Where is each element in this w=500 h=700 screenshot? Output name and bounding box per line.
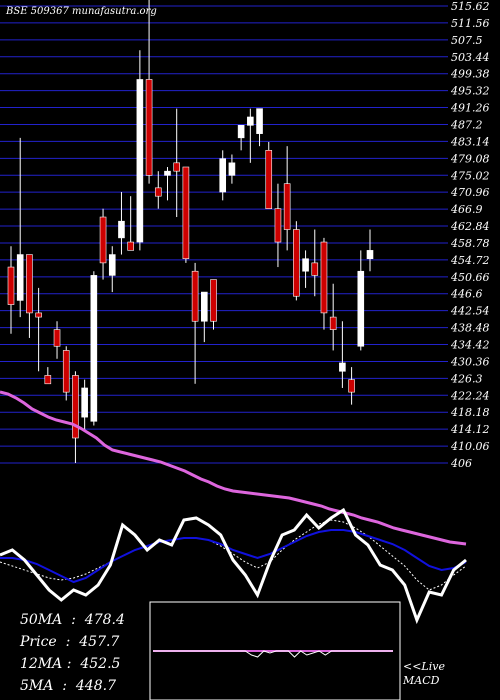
- price-tick-label: 487.2: [450, 118, 483, 131]
- candle-body: [247, 116, 254, 126]
- stat-50ma: 50MA : 478.4: [20, 612, 125, 628]
- price-tick-label: 503.44: [451, 51, 490, 64]
- stat-label: 12MA: [20, 656, 63, 672]
- price-tick-label: 450.66: [450, 271, 490, 284]
- candle-body: [62, 350, 70, 393]
- long-ma-line: [0, 390, 467, 546]
- candle-body: [191, 270, 199, 322]
- price-tick-label: 430.36: [450, 355, 490, 368]
- stat-5ma: 5MA : 448.7: [20, 678, 116, 694]
- price-tick-label: 458.78: [450, 237, 490, 250]
- candle-body: [26, 254, 33, 314]
- candle-body: [219, 158, 227, 193]
- price-tick-label: 418.18: [450, 406, 490, 419]
- candle-body: [237, 125, 245, 139]
- candle-body: [348, 379, 355, 393]
- price-oscillator-line: [0, 507, 467, 625]
- price-tick-label: 483.14: [450, 135, 490, 148]
- candle-body: [339, 362, 346, 372]
- price-tick-label: 414.12: [450, 423, 490, 436]
- macd-label: MACD: [403, 674, 440, 687]
- price-grid: [0, 5, 448, 464]
- stat-12ma: 12MA : 452.5: [20, 656, 121, 672]
- candle-body: [81, 387, 88, 418]
- live-macd-link[interactable]: <<Live: [403, 660, 445, 673]
- candle-body: [283, 183, 291, 230]
- candle-body: [357, 270, 365, 347]
- price-tick-label: 470.96: [450, 186, 490, 199]
- price-tick-label: 446.6: [450, 288, 483, 301]
- candle-body: [35, 312, 42, 318]
- price-tick-label: 511.56: [451, 17, 490, 30]
- candle-body: [72, 375, 79, 439]
- price-tick-label: 422.24: [450, 389, 490, 402]
- candle-body: [265, 150, 273, 209]
- candle-body: [311, 262, 319, 276]
- price-tick-label: 434.42: [450, 339, 490, 352]
- price-tick-label: 406: [450, 457, 472, 470]
- candle-body: [182, 166, 190, 260]
- price-tick-label: 515.62: [451, 0, 490, 13]
- stat-value: 452.5: [80, 656, 121, 672]
- candle-body: [173, 162, 180, 172]
- price-tick-label: 475.02: [450, 169, 490, 182]
- price-tick-label: 454.72: [450, 254, 490, 267]
- candle-body: [145, 79, 153, 176]
- stat-price: Price : 457.7: [20, 634, 120, 650]
- stat-label: 50MA: [20, 612, 63, 628]
- candle-body: [90, 275, 98, 422]
- candle-body: [7, 266, 15, 305]
- candle-body: [44, 375, 52, 385]
- candle-body: [53, 329, 61, 347]
- candle-body: [108, 254, 116, 276]
- candle-body: [118, 220, 125, 239]
- price-tick-label: 479.08: [450, 152, 490, 165]
- candle-body: [293, 229, 300, 297]
- candle-body: [136, 79, 144, 243]
- watermark: BSE 509367 munafasutra.org: [5, 6, 157, 17]
- price-axis-labels: 515.62 511.56 507.5 503.44 499.38 495.32 491.2…: [450, 0, 490, 470]
- macd-panel: [149, 601, 401, 700]
- stat-label: 5MA: [20, 678, 54, 694]
- price-tick-label: 491.26: [450, 102, 490, 115]
- candle-body: [201, 291, 208, 322]
- price-tick-label: 426.3: [450, 372, 483, 385]
- candle-body: [320, 241, 328, 314]
- candlestick-series: [7, 0, 374, 463]
- price-tick-label: 499.38: [450, 68, 490, 81]
- price-tick-label: 466.9: [450, 203, 483, 216]
- signal-dashed-line: [0, 519, 467, 591]
- candle-body: [164, 170, 171, 176]
- price-tick-label: 495.32: [450, 85, 490, 98]
- candle-body: [256, 108, 263, 134]
- ma-blue-line: [0, 529, 467, 584]
- macd-line: [153, 650, 393, 658]
- ma-oscillator-panel: [0, 507, 467, 625]
- candle-body: [99, 216, 107, 264]
- candle-body: [302, 258, 309, 272]
- candle-body: [16, 254, 24, 301]
- stat-value: 478.4: [84, 612, 125, 628]
- long-ma-panel: [0, 390, 467, 546]
- candle-body: [274, 208, 282, 243]
- candle-body: [210, 279, 217, 322]
- price-tick-label: 462.84: [450, 220, 490, 233]
- price-tick-label: 442.54: [450, 305, 490, 318]
- candle-body: [154, 187, 162, 197]
- candle-body: [329, 316, 337, 330]
- stat-value: 457.7: [79, 634, 120, 650]
- price-tick-label: 438.48: [450, 322, 490, 335]
- price-tick-label: 410.06: [450, 440, 490, 453]
- stat-value: 448.7: [75, 678, 116, 694]
- stat-label: Price: [20, 634, 57, 650]
- candle-body: [366, 250, 374, 260]
- candle-body: [228, 162, 236, 176]
- macd-box: [149, 601, 401, 700]
- candle-body: [127, 241, 134, 251]
- price-tick-label: 507.5: [451, 34, 483, 47]
